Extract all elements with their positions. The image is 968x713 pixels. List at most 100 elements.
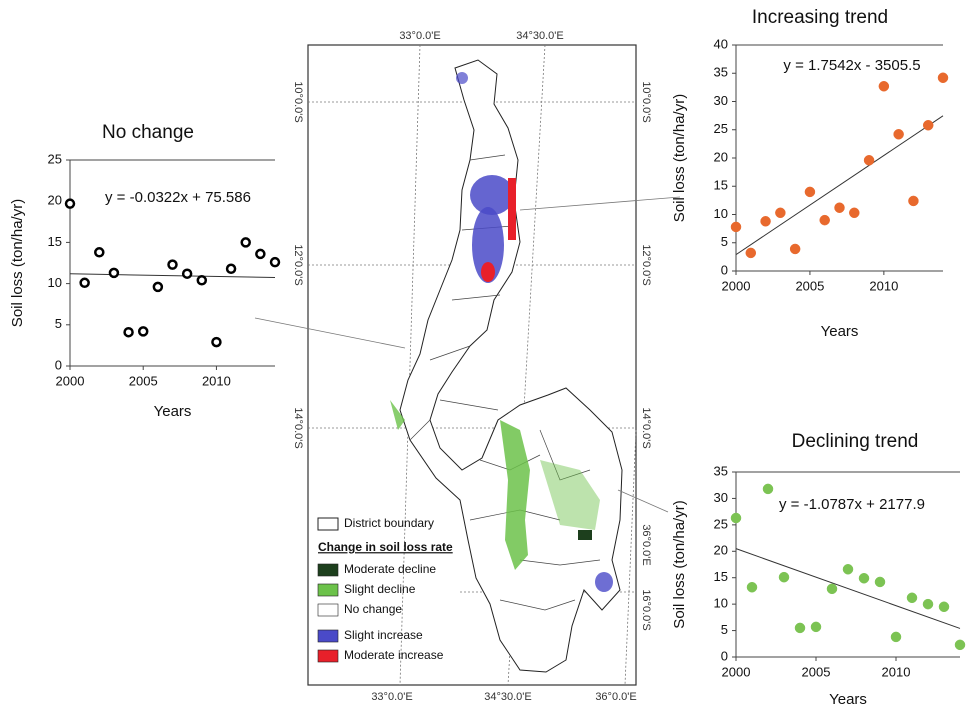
data-point: [878, 80, 890, 92]
coord-label: 36°0.0'E: [640, 524, 652, 565]
coord-label: 12°0.0'S: [640, 244, 652, 285]
legend-label: Moderate increase: [344, 648, 444, 662]
y-tick-label: 0: [55, 357, 62, 372]
y-tick-label: 25: [714, 121, 728, 136]
data-point: [922, 119, 934, 131]
data-point: [858, 572, 870, 584]
data-point: [181, 268, 193, 279]
data-point: [255, 248, 266, 260]
y-tick-label: 35: [714, 463, 728, 478]
legend-label: Moderate decline: [344, 562, 436, 576]
legend-swatch: [317, 583, 339, 597]
data-point: [826, 583, 838, 595]
trend-equation: y = 1.7542x - 3505.5: [783, 57, 920, 74]
legend-label: Slight increase: [344, 628, 423, 642]
coord-label: 14°0.0'S: [292, 407, 304, 448]
y-tick-label: 40: [714, 36, 728, 51]
legend-swatch: [317, 603, 339, 617]
data-point: [123, 326, 134, 338]
map: District boundary Change in soil loss rat…: [254, 30, 681, 703]
y-tick-label: 0: [721, 648, 728, 663]
x-tick-label: 2005: [802, 664, 831, 679]
y-tick-label: 30: [714, 93, 728, 108]
legend-swatch: [317, 649, 339, 663]
y-tick-label: 5: [721, 234, 728, 249]
x-axis-label: Years: [821, 323, 859, 340]
y-tick-label: 10: [48, 275, 62, 290]
data-point: [225, 263, 237, 275]
coord-label: 33°0.0'E: [371, 691, 412, 703]
data-point: [906, 592, 918, 604]
y-tick-label: 35: [714, 65, 728, 80]
data-point: [954, 639, 966, 651]
y-tick-label: 25: [48, 151, 62, 166]
connectors: [254, 196, 681, 513]
legend-swatch: [317, 517, 339, 531]
data-point: [211, 336, 222, 348]
legend: District boundary Change in soil loss rat…: [317, 516, 453, 663]
legend-swatch: [317, 563, 339, 577]
data-point: [94, 247, 105, 258]
coord-label: 12°0.0'S: [292, 244, 304, 285]
data-point: [746, 581, 758, 593]
legend-heading: Change in soil loss rate: [318, 540, 453, 554]
scatter-chart: 0 5 10 15 20 25 30 35 2000 2005 2010 Declining tren…: [671, 431, 966, 708]
data-point: [789, 243, 801, 255]
change-patches: [390, 72, 613, 592]
data-point: [938, 601, 950, 613]
y-tick-label: 25: [714, 516, 728, 531]
x-tick-label: 2010: [882, 664, 911, 679]
data-point: [922, 598, 934, 610]
data-point: [196, 275, 208, 286]
y-tick-label: 20: [714, 149, 728, 164]
coord-label: 10°0.0'S: [292, 81, 304, 122]
coord-label: 10°0.0'S: [640, 81, 652, 122]
y-tick-label: 20: [714, 543, 728, 558]
data-point: [842, 564, 854, 575]
y-tick-label: 5: [721, 622, 728, 637]
chart-title: Increasing trend: [752, 7, 888, 28]
coord-label: 34°30.0'E: [484, 691, 531, 703]
data-point: [778, 571, 790, 583]
data-point: [834, 202, 845, 213]
data-point: [730, 221, 742, 233]
data-point: [137, 326, 149, 337]
x-tick-label: 2010: [202, 373, 231, 388]
data-point: [849, 207, 860, 219]
x-tick-label: 2005: [129, 373, 158, 388]
data-point: [79, 277, 90, 289]
trend-line: [735, 115, 944, 256]
coord-label: 36°0.0'E: [595, 691, 636, 703]
data-point: [810, 621, 822, 633]
x-tick-label: 2000: [56, 373, 85, 388]
data-point: [64, 198, 76, 209]
chart-title: Declining trend: [792, 431, 919, 452]
x-axis-label: Years: [154, 403, 192, 420]
y-tick-label: 15: [48, 234, 62, 249]
trend-line: [735, 548, 961, 629]
data-point: [890, 631, 902, 643]
x-tick-label: 2000: [722, 664, 751, 679]
y-tick-label: 0: [721, 262, 728, 277]
coordinate-labels: 33°0.0'E 34°30.0'E 33°0.0'E 34°30.0'E 36°0.0…: [292, 30, 652, 703]
trend-equation: y = -0.0322x + 75.586: [105, 189, 251, 206]
data-point: [762, 483, 774, 495]
y-tick-label: 5: [55, 316, 62, 331]
coord-label: 33°0.0'E: [399, 30, 440, 42]
data-point: [760, 216, 771, 227]
legend-swatch: [317, 629, 339, 643]
data-point: [874, 576, 886, 588]
data-point: [804, 186, 816, 198]
scatter-chart: 0 5 10 15 20 25 2000 2005 2010 No change Years Soil…: [9, 122, 281, 420]
coord-label: 14°0.0'S: [640, 407, 652, 448]
y-tick-label: 15: [714, 569, 728, 584]
y-tick-label: 30: [714, 490, 728, 505]
y-axis-label: Soil loss (ton/ha/yr): [9, 199, 26, 327]
legend-label: District boundary: [344, 516, 434, 530]
data-point: [908, 195, 919, 207]
data-point: [794, 622, 806, 634]
data-point: [863, 155, 875, 166]
coord-label: 34°30.0'E: [516, 30, 563, 42]
y-tick-label: 10: [714, 206, 728, 221]
